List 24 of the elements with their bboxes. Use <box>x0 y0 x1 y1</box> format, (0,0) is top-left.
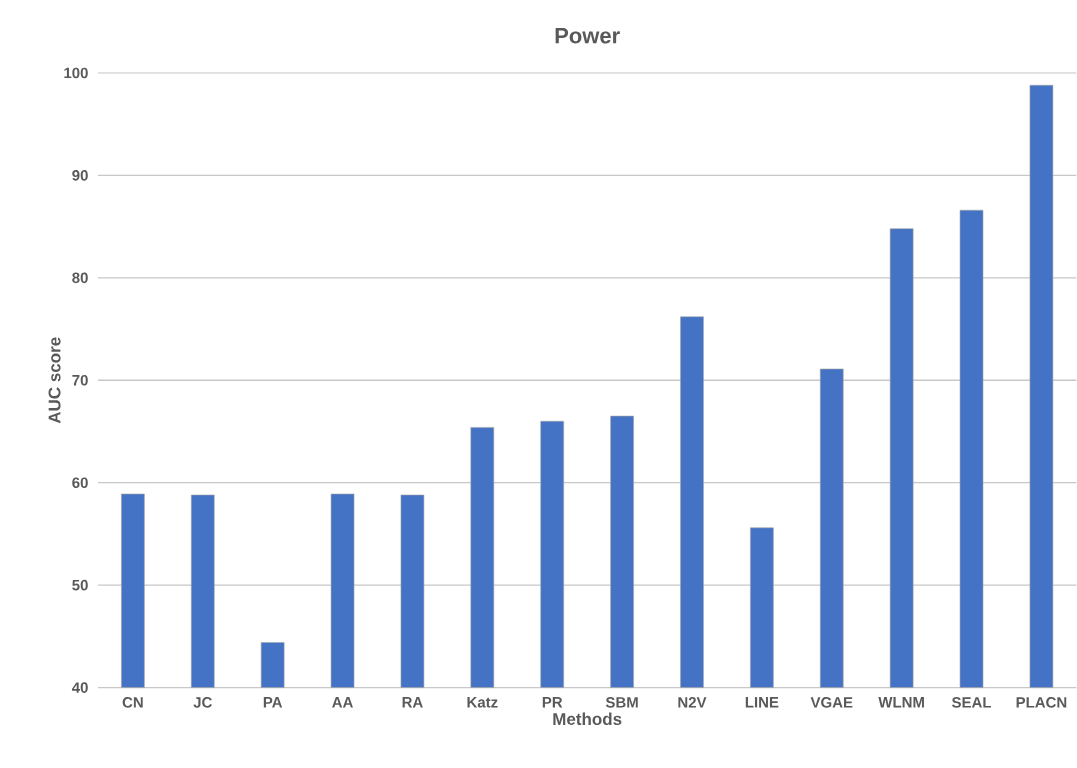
y-axis-title: AUC score <box>48 337 61 424</box>
x-tick-label: SEAL <box>951 697 992 708</box>
x-tick-label: PR <box>542 697 563 708</box>
y-tick-label: 80 <box>72 272 88 284</box>
x-tick-label: N2V <box>678 697 707 708</box>
y-tick-label: 70 <box>72 375 88 386</box>
x-tick-label: CN <box>122 697 143 708</box>
x-tick-label: VGAE <box>810 697 853 708</box>
x-axis-title: Methods <box>553 712 622 726</box>
x-tick-label: PA <box>263 697 283 708</box>
x-tick-label: LINE <box>745 697 779 708</box>
y-tick-label: 100 <box>64 67 88 79</box>
x-tick-label: PLACN <box>1016 697 1067 708</box>
x-tick-label: AA <box>332 697 353 708</box>
x-tick-label: Katz <box>467 697 498 708</box>
y-tick-label: 90 <box>72 170 88 181</box>
y-tick-label: 60 <box>72 477 88 489</box>
x-tick-label: RA <box>402 697 423 708</box>
x-tick-label: WLNM <box>878 697 924 708</box>
y-tick-label: 50 <box>72 580 88 591</box>
x-tick-label: SBM <box>605 697 638 708</box>
chart-title: Power <box>555 28 620 44</box>
x-tick-label: JC <box>193 697 212 708</box>
y-tick-label: 40 <box>71 682 88 694</box>
